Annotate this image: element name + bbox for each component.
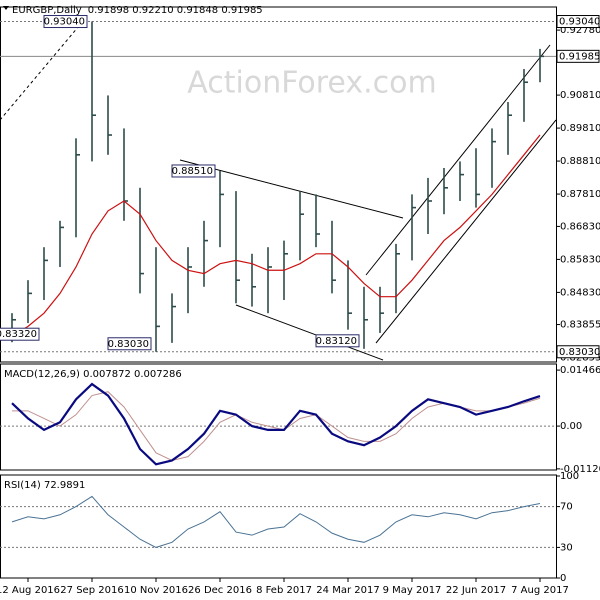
level-label: 0.93040 bbox=[559, 17, 600, 28]
trend-line bbox=[179, 159, 404, 219]
trend-line bbox=[235, 304, 384, 361]
level-label: 0.83030 bbox=[559, 347, 600, 358]
x-tick-label: 12 Aug 2016 bbox=[0, 585, 60, 596]
y-tick-label: 0.84830 bbox=[560, 287, 600, 298]
y-tick-label: 0.00 bbox=[560, 421, 582, 432]
y-tick-label: 0.87810 bbox=[560, 189, 600, 200]
y-tick-label: 70 bbox=[560, 502, 573, 513]
x-tick-label: 9 May 2017 bbox=[383, 585, 442, 596]
annotation-label: 0.83320 bbox=[0, 329, 37, 340]
level-label-box bbox=[556, 49, 600, 63]
x-tick-label: 26 Dec 2016 bbox=[188, 585, 252, 596]
y-tick-label: 30 bbox=[560, 542, 573, 553]
annotation-box bbox=[43, 15, 88, 29]
annotation-box bbox=[107, 337, 152, 351]
x-tick-label: 27 Sep 2016 bbox=[60, 585, 123, 596]
annotation-label: 0.88510 bbox=[172, 166, 213, 177]
y-tick-label: 0.85830 bbox=[560, 254, 600, 265]
title-icon bbox=[3, 6, 9, 10]
panel-frame bbox=[0, 474, 557, 579]
trend-line bbox=[375, 119, 556, 344]
rsi-line bbox=[11, 495, 541, 548]
x-tick-label: 8 Feb 2017 bbox=[256, 585, 312, 596]
rsi-title: RSI(14) 72.9891 bbox=[4, 480, 85, 491]
chart-title: EURGBP,Daily bbox=[12, 5, 82, 16]
y-tick-label: 100 bbox=[560, 471, 579, 482]
annotation-box bbox=[0, 327, 40, 341]
macd-line bbox=[11, 382, 541, 466]
y-tick-label: -0.011202 bbox=[560, 464, 600, 475]
annotation-box bbox=[315, 334, 360, 348]
trend-line bbox=[365, 44, 551, 276]
y-tick-label: 0.89810 bbox=[560, 123, 600, 134]
annotation-box bbox=[171, 164, 216, 178]
macd-title: MACD(12,26,9) 0.007872 0.007286 bbox=[4, 369, 182, 380]
trend-line bbox=[0, 19, 85, 121]
y-tick-label: 0.90810 bbox=[560, 90, 600, 101]
y-tick-label: 0.88810 bbox=[560, 156, 600, 167]
level-label-box bbox=[556, 345, 600, 359]
y-tick-label: 0.83855 bbox=[560, 320, 600, 331]
background bbox=[0, 0, 557, 600]
panel-frame bbox=[0, 363, 557, 471]
y-tick-label: 0.92780 bbox=[560, 25, 600, 36]
price-plot: 0.93040 0.88510 0.83030 0.83120 0.83320 bbox=[0, 15, 556, 361]
moving-average bbox=[11, 134, 541, 337]
x-tick-label: 22 Jun 2017 bbox=[446, 585, 506, 596]
annotation-label: 0.83030 bbox=[108, 339, 149, 350]
y-tick-label: 0 bbox=[560, 573, 566, 584]
y-tick-label: 0.014661 bbox=[560, 365, 600, 376]
x-tick-label: 10 Nov 2016 bbox=[124, 585, 188, 596]
x-tick-label: 24 Mar 2017 bbox=[316, 585, 379, 596]
x-tick-label: 7 Aug 2017 bbox=[511, 585, 569, 596]
chart-subtitle: 0.91898 0.92210 0.91848 0.91985 bbox=[88, 5, 263, 16]
level-label-box bbox=[556, 15, 600, 29]
watermark: ActionForex.com bbox=[187, 66, 436, 101]
panel-frame bbox=[0, 6, 557, 363]
annotation-label: 0.93040 bbox=[44, 17, 85, 28]
level-label: 0.91985 bbox=[559, 51, 600, 62]
annotation-label: 0.83120 bbox=[316, 336, 357, 347]
y-tick-label: 0.86830 bbox=[560, 221, 600, 232]
